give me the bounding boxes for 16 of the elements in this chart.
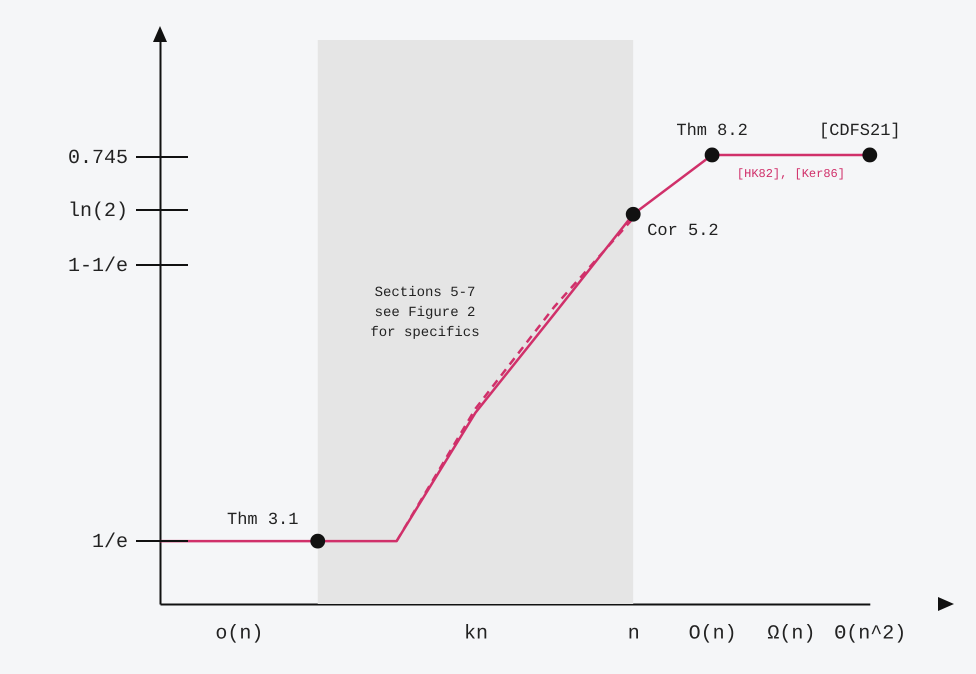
annotation: Thm 3.1 (227, 511, 298, 530)
x-tick-label: Θ(n^2) (834, 622, 906, 646)
text: ln(2) (68, 200, 128, 223)
annotation: [HK82], [Ker86] (736, 166, 845, 181)
annotation: Thm 8.2 (676, 122, 748, 141)
text: 1-1/e (68, 255, 128, 278)
x-tick-label: Ω(n) (767, 622, 816, 646)
x-tick-label: o(n) (215, 622, 264, 646)
x-tick-label: kn (464, 622, 488, 646)
annotation: [CDFS21] (818, 122, 901, 141)
annotation: Cor 5.2 (647, 222, 719, 242)
annotation: Sections 5-7 see Figure 2 for specifics (370, 285, 480, 341)
x-tick-label: O(n) (688, 622, 737, 646)
x-tick-label: n (628, 622, 640, 646)
text: 0.745 (68, 147, 128, 170)
text: 1/e (92, 531, 128, 554)
